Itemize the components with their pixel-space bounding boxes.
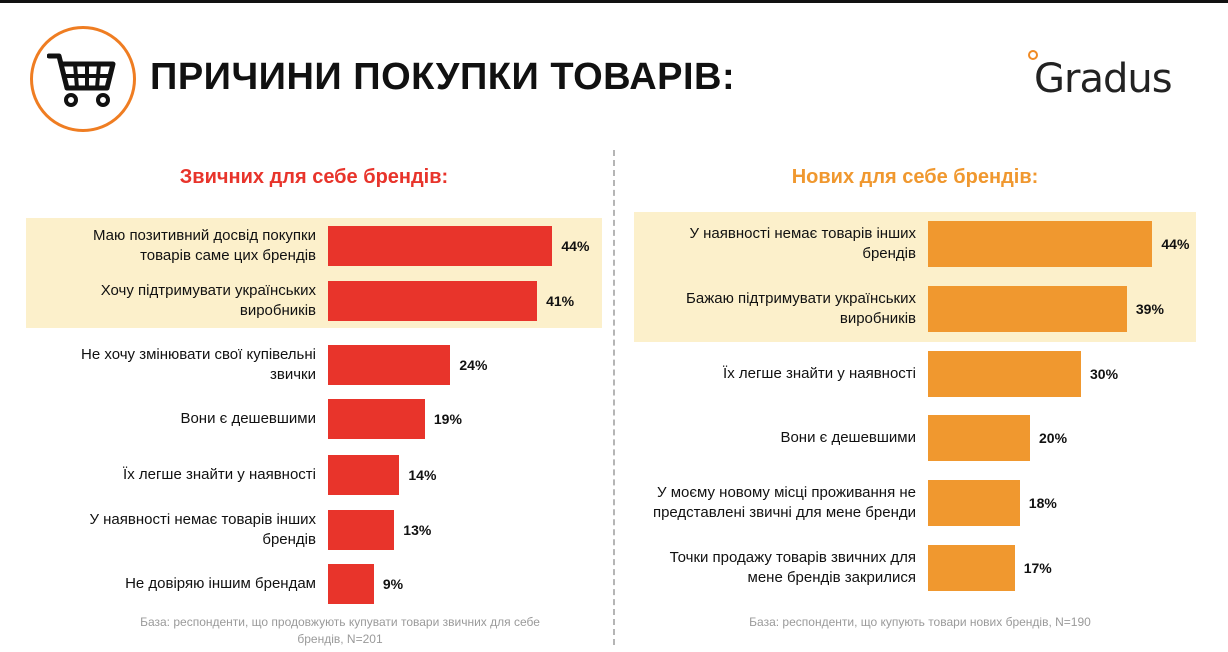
- left-bar: [328, 344, 451, 385]
- left-bar: [328, 225, 553, 266]
- left-category-label: Хочу підтримувати українських виробників: [100, 281, 316, 319]
- left-category-label: Маю позитивний досвід покупки товарів са…: [93, 226, 316, 264]
- page-title: ПРИЧИНИ ПОКУПКИ ТОВАРІВ:: [150, 56, 736, 98]
- left-bar: [328, 399, 425, 439]
- right-value-label: 17%: [1023, 559, 1052, 576]
- right-category-label: У моєму новому місці проживання не предс…: [652, 483, 916, 521]
- left-value-label: 41%: [546, 292, 575, 309]
- right-bar: [928, 479, 1020, 526]
- right-bar: [928, 414, 1030, 461]
- left-category-label: Їх легше знайти у наявності: [123, 466, 316, 483]
- right-base-note: База: респонденти, що купують товари нов…: [749, 615, 1091, 629]
- right-bar: [928, 220, 1153, 267]
- left-bar: [328, 455, 400, 495]
- gradus-logo: Gradus: [1028, 50, 1200, 102]
- top-border-line: [0, 0, 1228, 3]
- right-category-label: Точки продажу товарів звичних для мене б…: [669, 548, 916, 586]
- right-category-label: Бажаю підтримувати українських виробникі…: [686, 289, 916, 327]
- right-value-label: 18%: [1028, 494, 1057, 511]
- left-value-label: 13%: [403, 522, 432, 538]
- left-category-label: Вони є дешевшими: [180, 410, 316, 427]
- left-value-label: 44%: [561, 237, 590, 254]
- right-category-label: Їх легше знайти у наявності: [723, 364, 916, 382]
- left-value-label: 9%: [382, 576, 404, 592]
- right-value-label: 39%: [1135, 300, 1164, 317]
- left-base-note: База: респонденти, що продовжують купува…: [140, 615, 540, 646]
- right-value-label: 20%: [1039, 429, 1068, 446]
- left-bar: [328, 510, 395, 550]
- left-bar: [328, 564, 374, 604]
- right-bar: [928, 285, 1127, 332]
- panel-divider: [613, 150, 615, 645]
- left-value-label: 14%: [408, 467, 437, 483]
- left-category-label: У наявності немає товарів інших брендів: [89, 511, 316, 548]
- left-category-label: Не довіряю іншим брендам: [125, 575, 316, 592]
- right-chart-title: Нових для себе брендів:: [791, 166, 1039, 188]
- left-bar: [328, 280, 538, 321]
- brand-name: Gradus: [1034, 56, 1173, 102]
- right-category-label: У наявності немає товарів інших брендів: [689, 224, 916, 262]
- right-value-label: 44%: [1161, 235, 1190, 252]
- left-value-label: 19%: [433, 411, 462, 427]
- right-bar: [928, 544, 1015, 591]
- right-bar: [928, 350, 1081, 397]
- brand-dot-icon: [1028, 50, 1038, 60]
- left-category-label: Не хочу змінювати свої купівельні звички: [81, 345, 316, 383]
- right-value-label: 30%: [1090, 365, 1119, 382]
- left-value-label: 24%: [459, 356, 488, 373]
- shopping-cart-icon: [47, 53, 116, 107]
- shopping-cart-logo: [30, 26, 136, 132]
- right-category-label: Вони є дешевшими: [780, 428, 916, 446]
- left-chart-title: Звичних для себе брендів:: [179, 166, 449, 188]
